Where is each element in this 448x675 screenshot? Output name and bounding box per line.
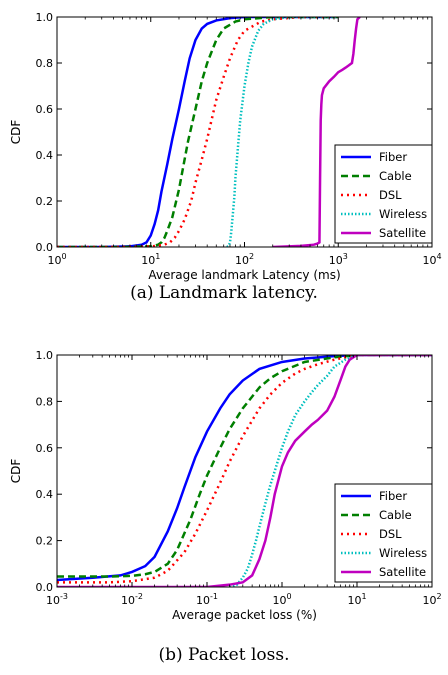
x-axis-label: Average packet loss (%): [172, 608, 317, 622]
legend-label-satellite: Satellite: [379, 226, 426, 240]
y-tick-label: 0.0: [36, 581, 54, 594]
legend-label-cable: Cable: [379, 169, 412, 183]
legend-box: [334, 483, 433, 583]
x-tick-label: 102: [235, 252, 254, 267]
y-tick-label: 0.4: [36, 488, 54, 501]
y-tick-label: 1.0: [36, 11, 54, 24]
legend-label-satellite: Satellite: [379, 565, 426, 579]
x-tick-label: 100: [47, 252, 66, 267]
series-line-satellite: [57, 355, 432, 587]
y-tick-label: 0.6: [36, 103, 54, 116]
series-line-wireless: [226, 17, 339, 247]
legend-label-cable: Cable: [379, 508, 412, 522]
y-tick-label: 0.8: [36, 395, 54, 408]
series-line-cable: [57, 355, 432, 578]
legend-label-wireless: Wireless: [379, 546, 427, 560]
x-tick-label: 103: [329, 252, 348, 267]
plot-frame: [56, 354, 433, 588]
legend-label-dsl: DSL: [379, 188, 402, 202]
y-tick-label: 1.0: [36, 349, 54, 362]
legend-box: [334, 144, 433, 244]
legend-label-fiber: Fiber: [379, 489, 407, 503]
series-line-fiber: [57, 355, 432, 582]
y-tick-label: 0.6: [36, 442, 54, 455]
legend-label-dsl: DSL: [379, 527, 402, 541]
series-line-fiber: [57, 17, 339, 247]
x-tick-label: 100: [272, 592, 291, 607]
figure-caption: (b) Packet loss.: [158, 645, 289, 665]
chart-panel-2: 0.0 0.2 0.4 0.6 0.8 1.0 10-3 10-2 10-1 100 101 102 A…: [9, 349, 442, 665]
y-tick-label: 0.4: [36, 149, 54, 162]
y-axis-label: CDF: [9, 459, 23, 484]
legend: Fiber Cable DSL Wireless Satellite: [334, 144, 433, 244]
x-tick-label: 10-1: [196, 592, 218, 607]
series-line-dsl: [57, 17, 339, 247]
legend-label-fiber: Fiber: [379, 150, 407, 164]
y-tick-label: 0.2: [36, 535, 54, 548]
x-tick-label: 102: [422, 592, 441, 607]
legend: Fiber Cable DSL Wireless Satellite: [334, 483, 433, 583]
x-axis-label: Average landmark Latency (ms): [148, 268, 340, 282]
x-tick-label: 104: [422, 252, 441, 267]
chart-panel-1: 0.0 0.2 0.4 0.6 0.8 1.0 100 101 102 103 104 Average…: [9, 11, 442, 303]
x-tick-label: 101: [347, 592, 366, 607]
y-tick-label: 0.8: [36, 57, 54, 70]
y-axis-label: CDF: [9, 120, 23, 145]
x-tick-label: 10-3: [46, 592, 68, 607]
figure-caption: (a) Landmark latency.: [130, 283, 318, 303]
x-tick-label: 10-2: [121, 592, 143, 607]
series-line-dsl: [57, 355, 432, 584]
series-line-wireless: [229, 355, 432, 587]
x-tick-label: 101: [141, 252, 160, 267]
series-line-cable: [57, 17, 339, 247]
legend-label-wireless: Wireless: [379, 207, 427, 221]
y-tick-label: 0.0: [36, 241, 54, 254]
y-tick-label: 0.2: [36, 195, 54, 208]
series-line-satellite: [272, 17, 361, 247]
